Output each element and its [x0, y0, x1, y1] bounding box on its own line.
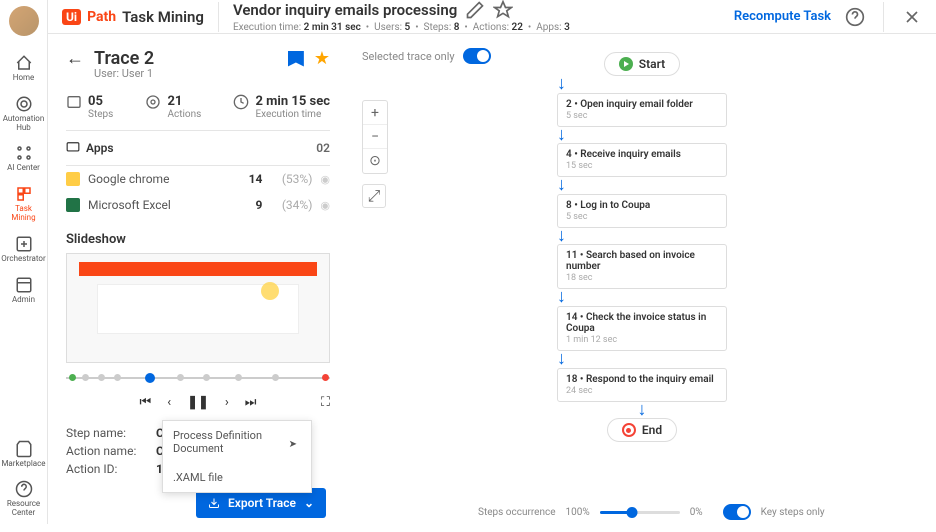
next-icon[interactable]: ›	[225, 395, 229, 410]
flow-start[interactable]: Start	[604, 52, 680, 76]
edit-icon[interactable]	[465, 0, 485, 20]
graph-panel: Selected trace only + − ⊙ ⤢ Start ↓2 • O…	[348, 34, 936, 532]
flow-node[interactable]: 18 • Respond to the inquiry email24 sec	[557, 368, 727, 402]
flow-node[interactable]: 14 • Check the invoice status in Coupa1 …	[557, 306, 727, 351]
zoom-in-icon[interactable]: +	[363, 101, 387, 125]
star-icon[interactable]: ★	[314, 48, 330, 69]
steps-icon	[66, 94, 82, 110]
back-arrow-icon[interactable]: ←	[66, 48, 84, 69]
eye-icon[interactable]: ◉	[320, 173, 330, 186]
star-outline-icon[interactable]	[493, 0, 513, 20]
apps-icon	[66, 141, 80, 155]
flow-node[interactable]: 2 • Open inquiry email folder5 sec	[557, 93, 727, 127]
prev-icon[interactable]: ‹	[167, 395, 171, 410]
logo-path: Path	[87, 9, 116, 25]
occurrence-slider[interactable]	[600, 511, 680, 514]
project-meta: Execution time: 2 min 31 sec • Users: 5 …	[233, 22, 570, 33]
flow-node[interactable]: 8 • Log in to Coupa5 sec	[557, 194, 727, 228]
recompute-link[interactable]: Recompute Task	[734, 9, 831, 24]
trace-user: User: User 1	[94, 67, 330, 80]
skip-back-icon[interactable]: ⏮	[139, 395, 151, 410]
expand-icon[interactable]: ⛶	[321, 395, 330, 410]
flow-graph: Start ↓2 • Open inquiry email folder5 se…	[362, 52, 922, 442]
skip-fwd-icon[interactable]: ⏭	[245, 395, 257, 410]
zoom-controls: + − ⊙	[362, 100, 388, 174]
cursor-icon: ➤	[289, 439, 297, 450]
clock-icon	[233, 94, 249, 110]
trace-panel: ← Trace 2 ★ User: User 1 05Steps 21Actio…	[48, 34, 348, 532]
logo-badge: Ui	[62, 9, 81, 25]
app-row: Microsoft Excel9(34%)◉	[66, 192, 330, 218]
eye-icon[interactable]: ◉	[320, 199, 330, 212]
selected-trace-toggle[interactable]	[463, 48, 491, 64]
help-icon[interactable]	[845, 7, 865, 27]
topbar: Ui Path Task Mining Vendor inquiry emails…	[48, 0, 936, 34]
key-steps-toggle[interactable]	[723, 504, 751, 520]
avatar[interactable]	[9, 6, 39, 36]
slideshow[interactable]	[66, 253, 330, 363]
nav-automation-hub[interactable]: Automation Hub	[0, 89, 48, 139]
fullscreen-icon[interactable]: ⤢	[362, 184, 386, 208]
selected-trace-label: Selected trace only	[362, 50, 455, 63]
chevron-down-icon: ⌄	[304, 496, 314, 510]
nav-ai-center[interactable]: AI Center	[0, 138, 48, 179]
actions-icon	[145, 94, 161, 110]
nav-orchestrator[interactable]: Orchestrator	[0, 229, 48, 270]
zoom-reset-icon[interactable]: ⊙	[363, 149, 387, 173]
export-icon	[208, 497, 220, 509]
zoom-out-icon[interactable]: −	[363, 125, 387, 149]
pause-icon[interactable]: ❚❚	[187, 395, 209, 410]
left-nav: HomeAutomation HubAI CenterTask MiningOr…	[0, 0, 48, 524]
slideshow-label: Slideshow	[66, 232, 330, 247]
steps-occurrence-label: Steps occurrence	[478, 507, 556, 518]
project-title: Vendor inquiry emails processing	[233, 1, 457, 19]
flow-end[interactable]: End	[607, 418, 677, 442]
close-icon[interactable]	[902, 7, 922, 27]
timeline[interactable]	[66, 371, 330, 385]
bookmark-icon[interactable]	[288, 51, 304, 67]
nav-home[interactable]: Home	[0, 48, 48, 89]
key-steps-label: Key steps only	[761, 507, 825, 518]
trace-title: Trace 2	[94, 48, 278, 69]
nav-resource-center[interactable]: Resource Center	[0, 474, 48, 524]
app-row: Google chrome14(53%)◉	[66, 166, 330, 192]
product-name: Task Mining	[122, 8, 204, 26]
nav-admin[interactable]: Admin	[0, 270, 48, 311]
nav-task-mining[interactable]: Task Mining	[0, 179, 45, 229]
flow-node[interactable]: 4 • Receive inquiry emails15 sec	[557, 143, 727, 177]
nav-marketplace[interactable]: Marketplace	[0, 434, 48, 475]
export-xaml[interactable]: .XAML file	[163, 463, 311, 492]
logo: Ui Path Task Mining	[62, 8, 204, 26]
flow-node[interactable]: 11 • Search based on invoice number18 se…	[557, 244, 727, 289]
export-menu: Process Definition Document .XAML file ➤	[162, 420, 312, 493]
